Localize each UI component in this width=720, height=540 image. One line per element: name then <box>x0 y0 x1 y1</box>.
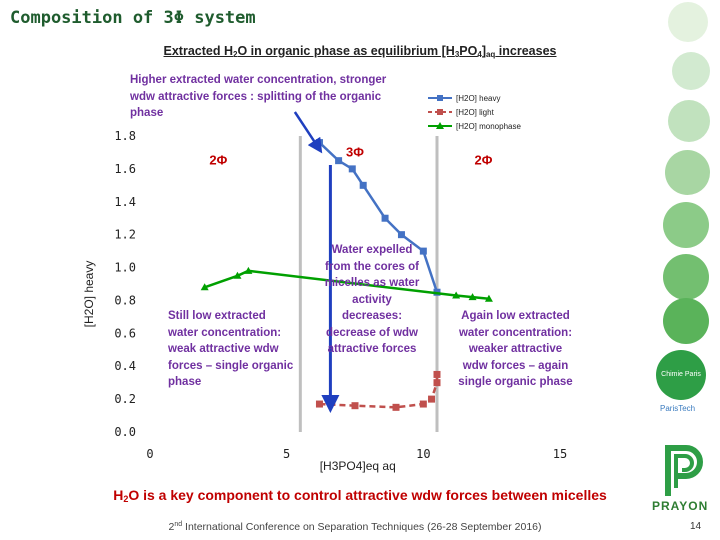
y-tick-label: 0.8 <box>114 293 136 307</box>
decorative-circle <box>665 150 710 195</box>
phase-region-label: 3Φ <box>346 144 364 159</box>
decorative-circle <box>668 100 710 142</box>
data-point <box>392 403 400 411</box>
data-point <box>359 181 367 189</box>
chimie-paris-logo: Chimie Paris <box>656 350 706 400</box>
slide-title: Composition of 3Φ system <box>10 8 256 28</box>
data-point <box>335 157 343 165</box>
decorative-circle <box>672 52 710 90</box>
x-axis-title: [H3PO4]eq aq <box>320 459 396 473</box>
annotation-middle: Water expelled from the cores of micelle… <box>324 244 420 355</box>
data-point <box>200 283 209 291</box>
series-line <box>319 374 439 409</box>
data-point <box>419 247 427 255</box>
data-point <box>452 291 461 299</box>
decorative-circle <box>663 298 709 344</box>
decorative-circle <box>663 202 709 248</box>
x-tick-label: 5 <box>283 447 290 461</box>
prayon-logo-mark <box>665 445 703 496</box>
data-point <box>433 379 441 387</box>
decorative-circle <box>668 2 708 42</box>
annotation-top: Higher extracted water concentration, st… <box>130 74 387 119</box>
data-point <box>419 400 427 408</box>
prayon-logo-text: PRAYON <box>652 499 709 513</box>
legend-label: [H2O] heavy <box>456 94 500 103</box>
data-point <box>381 214 389 222</box>
data-point <box>244 266 253 274</box>
legend-label: [H2O] monophase <box>456 122 521 131</box>
phase-region-label: 2Φ <box>475 153 493 168</box>
annotation-left: Still low extracted water concentration:… <box>168 310 294 388</box>
legend-marker <box>436 122 444 129</box>
y-tick-label: 1.8 <box>114 129 136 143</box>
legend-label: [H2O] light <box>456 108 495 117</box>
page-number: 14 <box>690 521 702 532</box>
legend-marker <box>437 109 443 115</box>
data-point <box>397 231 405 239</box>
conference-footer: 2nd International Conference on Separati… <box>168 521 542 533</box>
data-point <box>433 370 441 378</box>
data-point <box>468 293 477 301</box>
y-tick-label: 0.2 <box>114 392 136 406</box>
y-tick-label: 1.4 <box>114 195 136 209</box>
chart-heading: Extracted H2O in organic phase as equili… <box>163 44 557 59</box>
data-point <box>428 395 436 403</box>
data-point <box>484 294 493 302</box>
arrow-to-3phase-start <box>293 111 323 154</box>
y-tick-label: 0.6 <box>114 326 136 340</box>
y-tick-label: 1.2 <box>114 228 136 242</box>
key-statement: H2O is a key component to control attrac… <box>113 487 607 504</box>
y-tick-label: 0.4 <box>114 359 136 373</box>
x-tick-label: 10 <box>416 447 430 461</box>
legend-marker <box>437 95 443 101</box>
x-tick-label: 0 <box>146 447 153 461</box>
series-line <box>204 269 490 301</box>
annotation-right: Again low extracted water concentration:… <box>458 310 573 388</box>
data-point <box>315 400 323 408</box>
decorative-circle <box>663 254 709 300</box>
y-tick-label: 0.0 <box>114 425 136 439</box>
data-point <box>351 402 359 410</box>
y-axis-title: [H2O] heavy <box>82 261 96 328</box>
y-tick-label: 1.6 <box>114 162 136 176</box>
x-tick-label: 15 <box>553 447 567 461</box>
phase-region-label: 2Φ <box>209 153 227 168</box>
data-point <box>233 271 242 279</box>
data-point <box>348 165 356 173</box>
y-tick-label: 1.0 <box>114 261 136 275</box>
paristech-logo: ParisTech <box>660 404 696 413</box>
